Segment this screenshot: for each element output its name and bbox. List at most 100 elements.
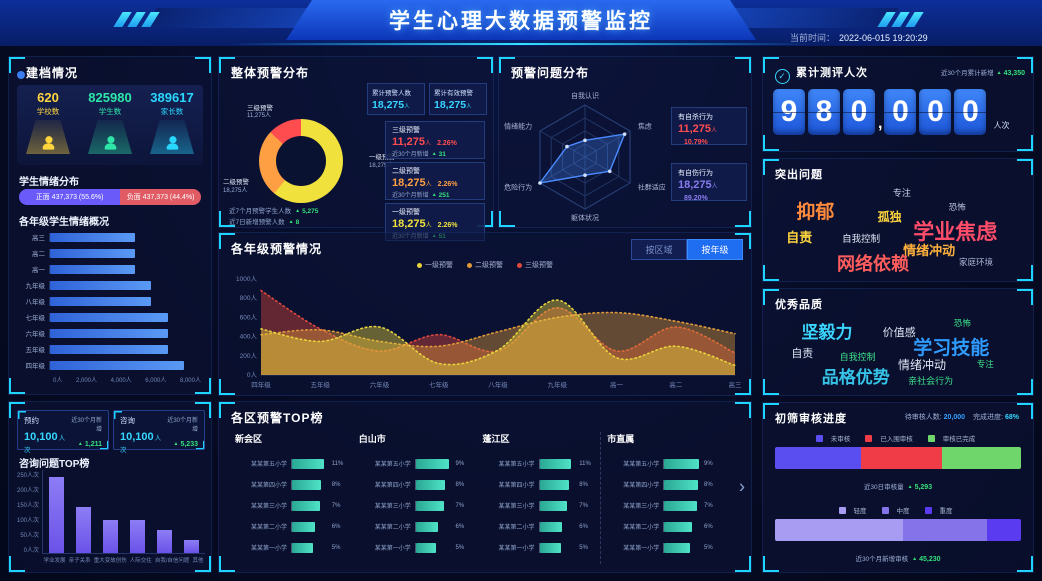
chevron-right-icon[interactable]: › [739, 476, 745, 497]
school-pct: 7% [704, 502, 713, 509]
header-glow-line [229, 43, 813, 45]
cloud-word: 价值感 [882, 327, 916, 340]
consultation-value: 10,100人次 [120, 431, 162, 454]
school-bar [664, 500, 697, 511]
grade-bar-row: 九年级 [17, 277, 201, 293]
stat-label: 学校数 [36, 107, 60, 116]
school-label: 某某第二小学 [623, 525, 660, 531]
legend-label: 三级预警 [525, 262, 553, 269]
filing-stat: 620 学校数 [17, 85, 79, 165]
school-label: 某某第三小学 [374, 504, 411, 510]
flip-comma: , [878, 115, 883, 132]
appointment-note: 近30个月新增 [71, 418, 102, 433]
grade-label: 九年级 [25, 283, 46, 290]
grade-bar [50, 328, 168, 338]
consult-x-label: 其他 [192, 558, 204, 564]
school-bar [664, 479, 699, 490]
district-bar-row: 某某第四小学 8% [359, 474, 471, 495]
check-icon: ✓ [775, 69, 790, 84]
school-bar [415, 500, 444, 511]
chart-shape [538, 181, 542, 185]
cloud-word: 自责 [791, 348, 814, 361]
school-bar-track [663, 521, 701, 532]
school-bar-track [538, 479, 577, 490]
chart-shape: 五年级 [311, 380, 331, 389]
stat-value: 825980 [88, 90, 132, 105]
school-pct: 7% [331, 502, 341, 509]
chart-shape: 0人 [247, 371, 258, 379]
cloud-word: 学业焦虑 [913, 220, 998, 244]
grade-bar [50, 264, 135, 274]
assessment-counter: 9 8 0, 0 0 0 人次 [773, 89, 1009, 135]
legend-swatch [838, 506, 846, 514]
school-bar [415, 521, 438, 532]
level-value: 18,275人 2.26% [392, 218, 458, 230]
radar-stat-label: 有自杀行为 [678, 114, 713, 121]
level-pct: 2.26% [437, 181, 458, 188]
district-bar-row: 某某第四小学 8% [235, 474, 347, 495]
chart-shape [607, 169, 612, 174]
emotion-bar: 正面 437,373 (55.6%) 负面 437,373 (44.4%) [19, 189, 201, 205]
cloud-word: 恐怖 [953, 318, 971, 329]
legend-swatch [881, 506, 889, 514]
school-label: 某某第四小学 [374, 483, 411, 489]
panel-quality-cloud: 优秀品质 坚毅力 价值感 恐怖 学习技能 自责 自我控制 情绪冲动 专注 品格优势 亲社会行为 [762, 288, 1034, 396]
problem-cloud-title: 突出问题 [775, 169, 823, 181]
grade-bar [50, 344, 168, 354]
by-region-button[interactable]: 按区域 [631, 239, 687, 260]
panel-filing: 建档情况 620 学校数 825980 学生数 389617 家长数 学生情绪分布 正面 … [8, 56, 212, 395]
grade-bar-track [49, 296, 201, 306]
school-pct: 5% [579, 544, 588, 551]
school-bar-track [414, 521, 453, 532]
chart-shape [584, 130, 631, 158]
cloud-word: 亲社会行为 [908, 375, 954, 386]
filing-stat: 389617 家长数 [141, 85, 203, 165]
legend-item: 轻度 [838, 505, 872, 515]
grade-bar-row: 高二 [17, 245, 201, 261]
grade-bar-track [49, 248, 201, 258]
chart-shape: 六年级 [370, 380, 390, 389]
review-legend-2: 轻度 中度 重度 [763, 505, 1033, 515]
y-tick: 200人次 [17, 488, 40, 494]
flip-digit: 0 [919, 89, 952, 135]
y-tick: 0人次 [23, 548, 40, 554]
person-icon [166, 143, 178, 150]
current-time: 当前时间： 2022-06-015 19:20:29 [790, 31, 928, 44]
school-bar-track [291, 458, 329, 469]
district-column: 白山市 某某第五小学 9% 某某第四小学 8% 某某第三小学 7% 某某第二小学 6% 某某第一小… [353, 432, 477, 564]
grade-bar-track [49, 280, 201, 290]
school-label: 某某第一小学 [250, 546, 287, 552]
cloud-word: 抑郁 [796, 202, 835, 224]
flip-digit: 8 [808, 89, 840, 135]
cloud-word: 专注 [976, 359, 994, 370]
consult-x-label: 学业发展 [43, 558, 66, 564]
cloud-word: 品格优势 [821, 368, 890, 388]
legend-item: 二级预警 [467, 260, 503, 270]
grade-bar-row: 高一 [17, 261, 201, 277]
legend-item: 未审核 [815, 433, 856, 443]
chart-shape: 1000人 [236, 275, 257, 283]
level-unit: 人 [425, 223, 432, 229]
school-label: 某某第二小学 [498, 525, 535, 531]
callout-value: 18,275人 [369, 162, 394, 169]
legend-swatch [865, 434, 873, 442]
stack-segment [942, 447, 1021, 469]
consult-bar [75, 506, 91, 553]
chart-shape [261, 300, 735, 375]
radar-stat-value: 18,275人89.20% [678, 179, 718, 202]
district-bar-row: 某某第二小学 6% [483, 516, 595, 537]
school-bar [539, 500, 568, 511]
district-bar-row: 某某第二小学 6% [359, 516, 471, 537]
school-label: 某某第一小学 [498, 546, 535, 552]
by-grade-button[interactable]: 按年级 [687, 239, 743, 260]
grade-bar-row: 六年级 [17, 325, 201, 341]
school-pct: 5% [455, 544, 465, 551]
legend-label: 二级预警 [475, 262, 503, 269]
consult-x-label: 自我/自信问题 [154, 558, 190, 564]
school-bar [539, 521, 563, 532]
level-delta: 31 [432, 151, 446, 158]
y-tick: 150人次 [17, 503, 40, 509]
header: 学生心理大数据预警监控 [0, 0, 1042, 46]
school-pct: 8% [455, 481, 465, 488]
